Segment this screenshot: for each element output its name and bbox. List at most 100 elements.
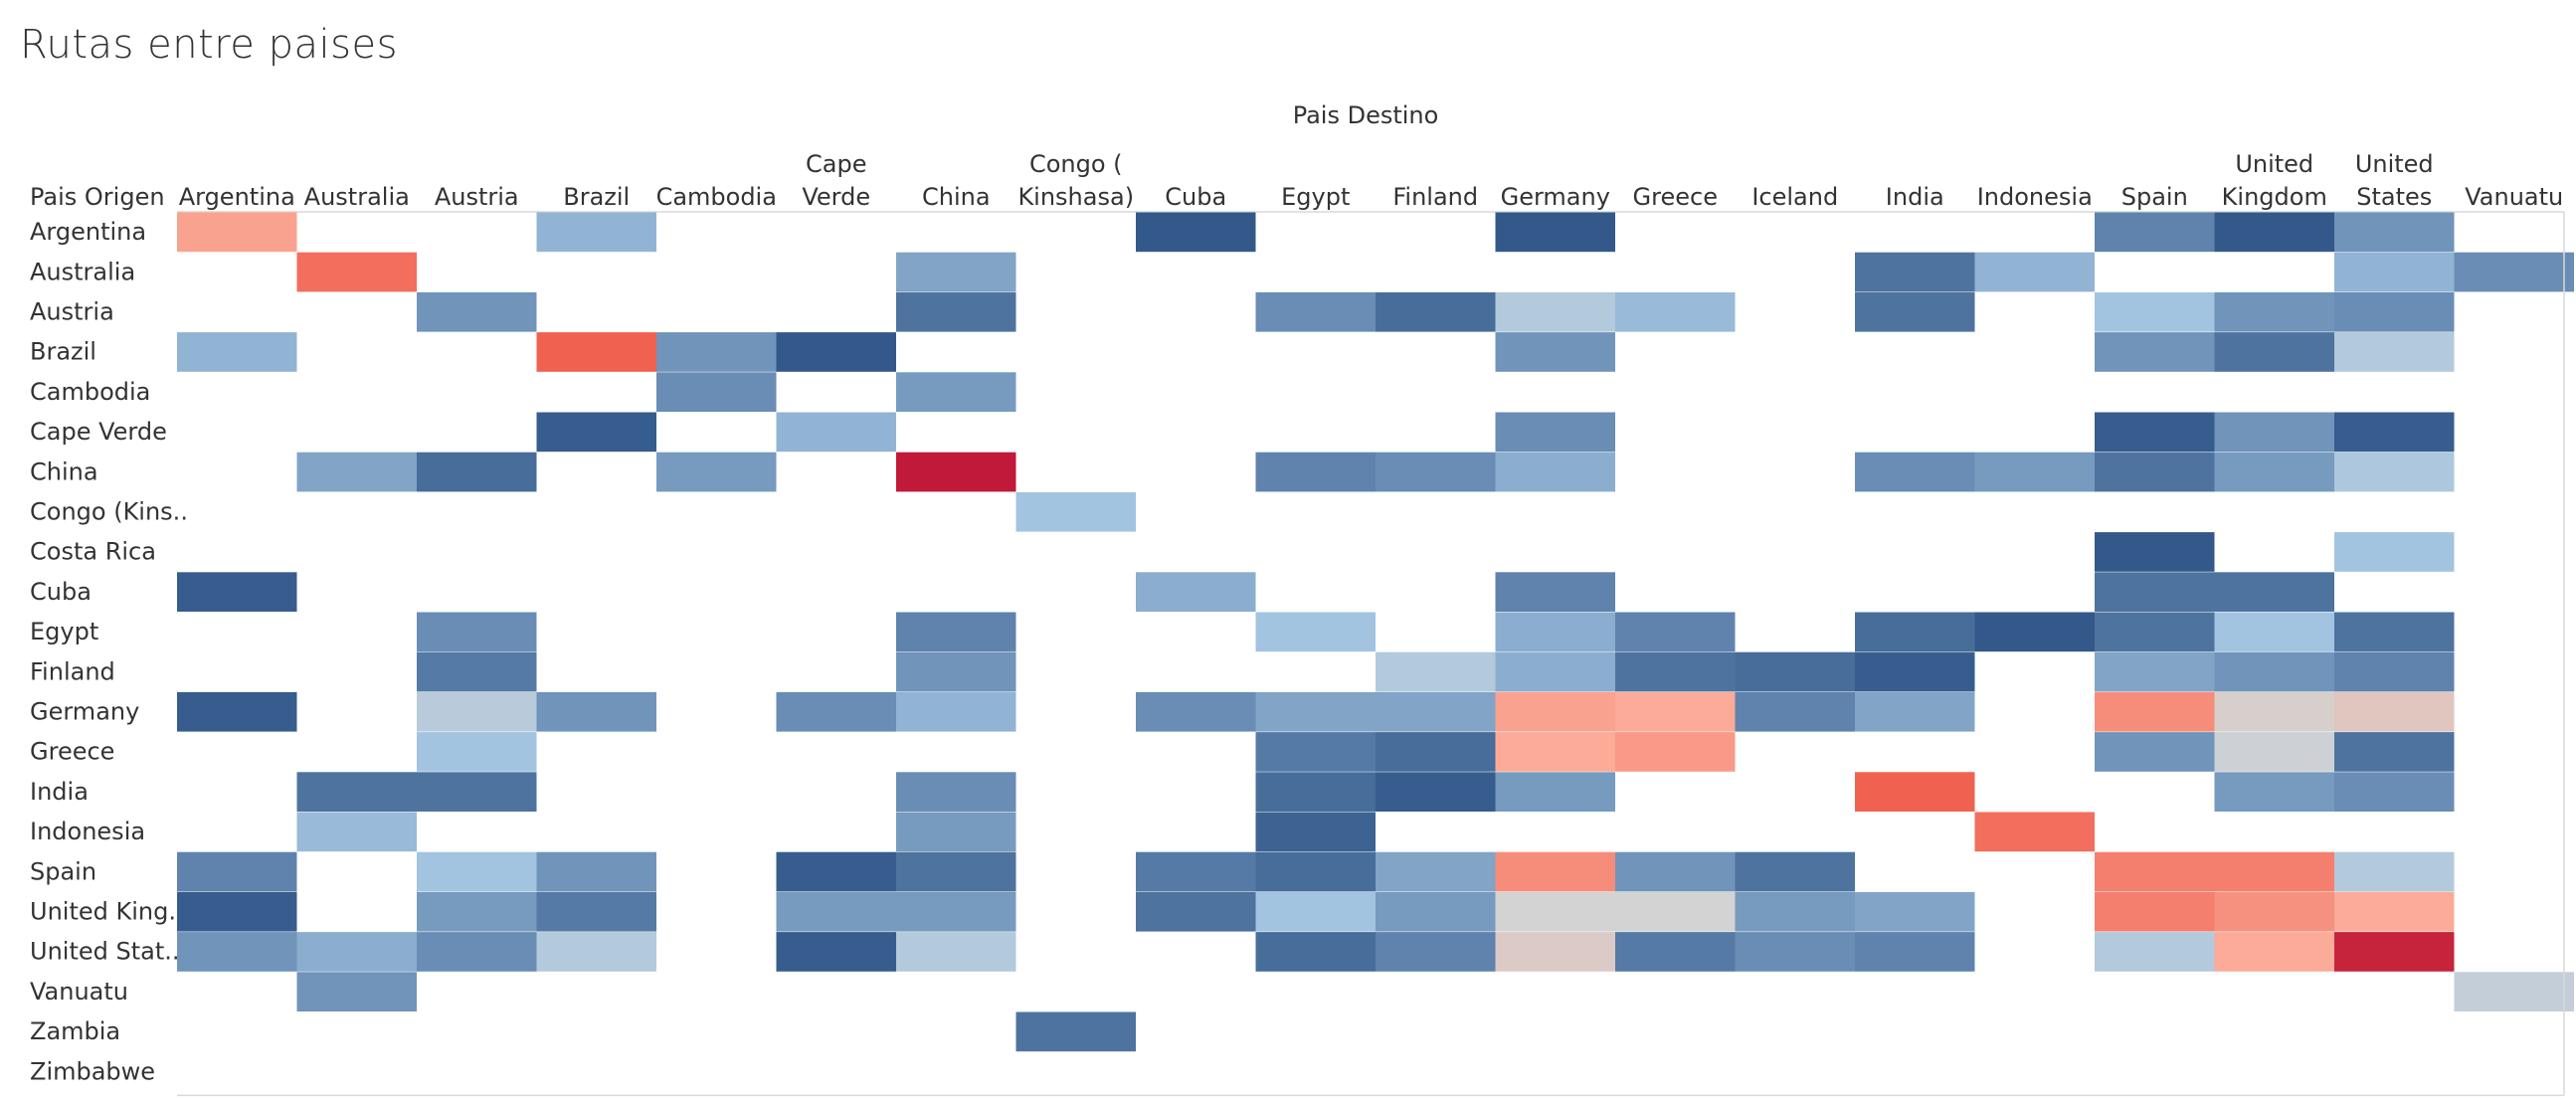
heatmap-cell: [1615, 732, 1736, 772]
row-label: Egypt: [30, 618, 98, 645]
heatmap-cell: [1735, 651, 1855, 692]
heatmap-cell: [1615, 932, 1736, 972]
heatmap-cell: [1855, 691, 1975, 732]
heatmap-cell: [296, 772, 417, 812]
heatmap-cell: [776, 332, 896, 372]
heatmap-cell: [417, 851, 537, 892]
heatmap-cell: [417, 291, 537, 332]
heatmap-cell: [776, 932, 896, 972]
heatmap-cell: [1255, 932, 1376, 972]
heatmap-cell: [2095, 332, 2215, 372]
heatmap-cell: [1855, 891, 1975, 932]
col-label: Australia: [304, 183, 410, 211]
col-label: Austria: [435, 183, 519, 211]
row-label: Zimbabwe: [30, 1057, 155, 1085]
heatmap-cell: [1855, 651, 1975, 692]
heatmap-cell: [2095, 932, 2215, 972]
col-label: Spain: [2121, 183, 2188, 211]
heatmap-cell: [2334, 932, 2455, 972]
heatmap-cell: [1376, 851, 1496, 892]
col-label: Congo (: [1029, 150, 1123, 178]
row-label: Brazil: [30, 338, 96, 366]
heatmap-cell: [1255, 732, 1376, 772]
heatmap-cell: [2334, 532, 2455, 572]
heatmap-cell: [2214, 452, 2334, 492]
heatmap-cell: [536, 412, 656, 453]
row-label: Greece: [30, 738, 114, 766]
heatmap-cell: [2334, 612, 2455, 652]
heatmap-cell: [2214, 651, 2334, 692]
heatmap-cell: [1376, 932, 1496, 972]
heatmap-cell: [776, 691, 896, 732]
row-label: Cambodia: [30, 378, 150, 406]
heatmap-cell: [1735, 691, 1855, 732]
heatmap-cell: [536, 332, 656, 372]
row-label: China: [30, 458, 98, 485]
row-label: United King..: [30, 898, 184, 926]
x-axis-title: Pais Destino: [1293, 101, 1439, 129]
heatmap-cell: [1735, 932, 1855, 972]
heatmap-cell: [1855, 772, 1975, 812]
heatmap-cell: [2095, 691, 2215, 732]
heatmap-cell: [2454, 252, 2574, 292]
col-label: Cape: [806, 150, 866, 178]
heatmap-cell: [1255, 452, 1376, 492]
heatmap-cell: [1495, 212, 1615, 253]
heatmap-cell: [656, 452, 777, 492]
heatmap-cell: [2214, 212, 2334, 253]
heatmap-cell: [417, 891, 537, 932]
heatmap-cell: [417, 452, 537, 492]
col-label: Indonesia: [1977, 183, 2093, 211]
heatmap-cell: [1615, 291, 1736, 332]
col-label: United: [2235, 150, 2313, 178]
heatmap-cell: [1136, 691, 1256, 732]
heatmap-cell: [896, 651, 1016, 692]
heatmap-cell: [536, 891, 656, 932]
heatmap-cell: [177, 332, 297, 372]
heatmap-cell: [896, 452, 1016, 492]
col-label: Cuba: [1165, 183, 1226, 211]
col-label: Verde: [802, 183, 870, 211]
heatmap-cell: [2214, 412, 2334, 453]
heatmap-cell: [2214, 851, 2334, 892]
heatmap-cell: [1615, 651, 1736, 692]
heatmap-cell: [2214, 612, 2334, 652]
col-label: Egypt: [1281, 183, 1350, 211]
row-label: Germany: [30, 698, 139, 726]
heatmap-cell: [1255, 772, 1376, 812]
row-label: Australia: [30, 258, 135, 285]
heatmap-cell: [1615, 691, 1736, 732]
heatmap-cell: [1255, 851, 1376, 892]
heatmap-cell: [1255, 891, 1376, 932]
heatmap-cell: [2095, 732, 2215, 772]
heatmap-cell: [1615, 612, 1736, 652]
heatmap-cell: [296, 452, 417, 492]
heatmap-cell: [177, 891, 297, 932]
col-label: Germany: [1501, 183, 1610, 211]
row-label: Costa Rica: [30, 538, 156, 566]
heatmap-cell: [1376, 452, 1496, 492]
col-label: Iceland: [1751, 183, 1838, 211]
row-label: Spain: [30, 857, 96, 885]
heatmap-cell: [1376, 732, 1496, 772]
heatmap-cell: [1615, 891, 1736, 932]
row-label: Finland: [30, 657, 115, 685]
heatmap-cell: [2095, 212, 2215, 253]
col-label: Kinshasa): [1017, 183, 1134, 211]
heatmap-cell: [2334, 452, 2455, 492]
heatmap-cell: [1255, 691, 1376, 732]
heatmap-cell: [177, 691, 297, 732]
heatmap-cell: [417, 612, 537, 652]
heatmap-cell: [177, 212, 297, 253]
heatmap-cell: [2334, 772, 2455, 812]
heatmap-cell: [896, 612, 1016, 652]
heatmap-cell: [1136, 851, 1256, 892]
col-label: Kingdom: [2222, 183, 2327, 211]
heatmap-cell: [536, 212, 656, 253]
heatmap-cell: [1495, 851, 1615, 892]
row-label: Congo (Kins..: [30, 498, 188, 526]
heatmap-cell: [177, 932, 297, 972]
heatmap-cell: [2095, 891, 2215, 932]
heatmap-cell: [1974, 452, 2095, 492]
